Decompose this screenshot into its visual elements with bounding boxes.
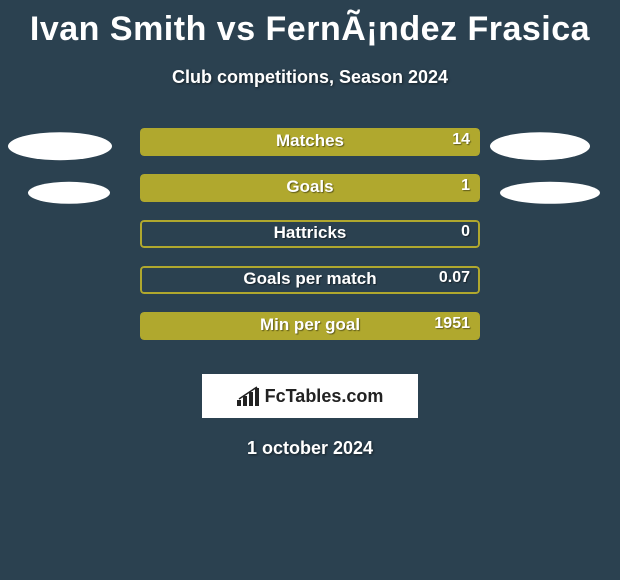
right-ellipse xyxy=(500,182,600,204)
stat-bar: Hattricks0 xyxy=(140,220,480,248)
stat-row: Goals1 xyxy=(0,172,620,218)
stat-label: Min per goal xyxy=(140,315,480,335)
stat-row: Hattricks0 xyxy=(0,218,620,264)
stat-value: 1 xyxy=(461,177,470,195)
left-ellipse xyxy=(28,182,110,204)
infographic-container: Ivan Smith vs FernÃ¡ndez Frasica Club co… xyxy=(0,0,620,459)
page-title: Ivan Smith vs FernÃ¡ndez Frasica xyxy=(0,0,620,49)
subtitle: Club competitions, Season 2024 xyxy=(0,67,620,88)
stat-bar: Min per goal1951 xyxy=(140,312,480,340)
stat-label: Hattricks xyxy=(140,223,480,243)
stat-value: 0 xyxy=(461,223,470,241)
stat-row: Goals per match0.07 xyxy=(0,264,620,310)
stat-label: Goals xyxy=(140,177,480,197)
stat-bar: Goals1 xyxy=(140,174,480,202)
date-text: 1 october 2024 xyxy=(0,438,620,459)
stat-value: 14 xyxy=(452,131,470,149)
stat-label: Matches xyxy=(140,131,480,151)
stat-value: 0.07 xyxy=(439,269,470,287)
brand-text: FcTables.com xyxy=(265,386,384,407)
bar-chart-icon xyxy=(237,386,261,406)
stat-value: 1951 xyxy=(434,315,470,333)
stat-label: Goals per match xyxy=(140,269,480,289)
right-ellipse xyxy=(490,132,590,160)
stat-row: Matches14 xyxy=(0,126,620,172)
stat-row: Min per goal1951 xyxy=(0,310,620,356)
brand-box: FcTables.com xyxy=(202,374,418,418)
left-ellipse xyxy=(8,132,112,160)
stat-bar: Matches14 xyxy=(140,128,480,156)
stat-rows: Matches14 Goals1 Hattricks0 Goals per match… xyxy=(0,126,620,356)
stat-bar: Goals per match0.07 xyxy=(140,266,480,294)
